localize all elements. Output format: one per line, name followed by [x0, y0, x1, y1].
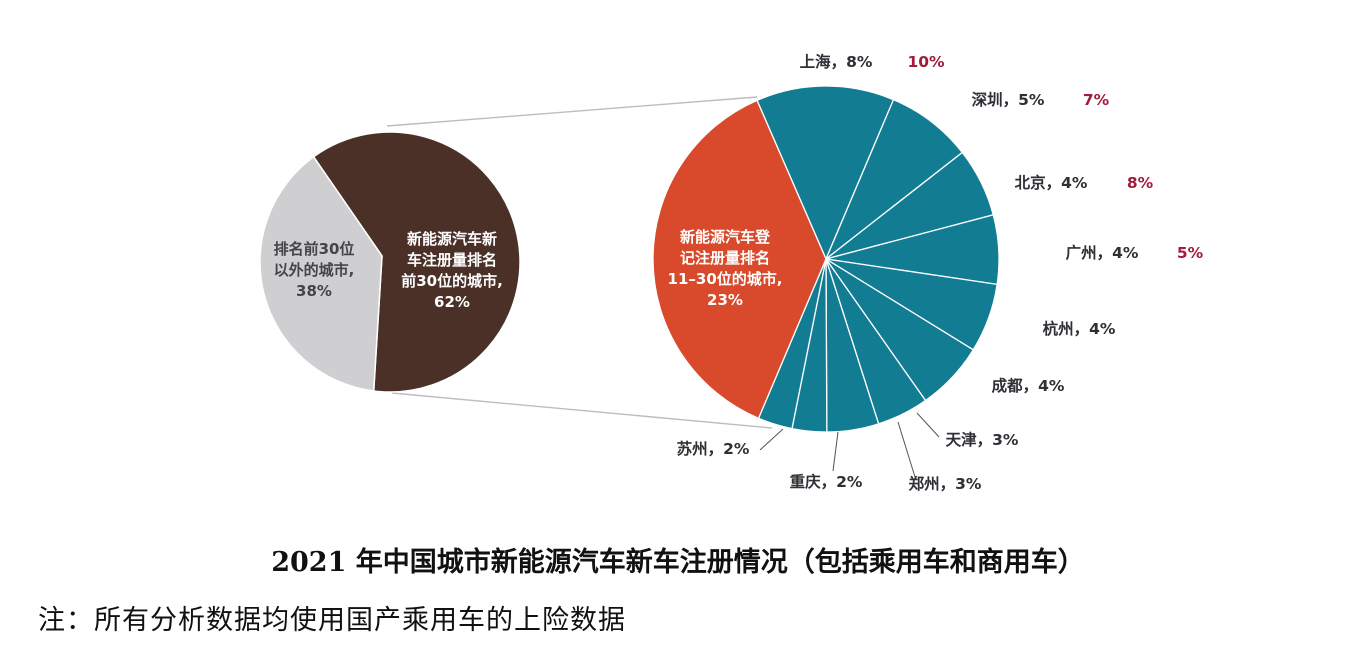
city-label: 郑州，3% [909, 474, 982, 493]
leader-line [916, 412, 940, 438]
connector-line [386, 96, 758, 127]
connector-line [391, 392, 773, 429]
leader-line [759, 428, 784, 451]
pie-slice [756, 85, 895, 261]
leader-line [832, 431, 839, 472]
slice-label-top30: 新能源汽车新车注册量排名前30位的城市, 62% [401, 230, 503, 311]
figure-note: 注：所有分析数据均使用国产乘用车的上险数据 [38, 605, 626, 636]
city-label: 深圳，5% [972, 91, 1045, 109]
city-label: 杭州，4% [1043, 319, 1116, 338]
alt-value-label: 10% [907, 53, 945, 71]
city-label: 北京，4% [1015, 173, 1088, 192]
pie-slice [652, 99, 827, 420]
pie-slice-top30-cities [312, 131, 521, 393]
pie-slice-other-cities [259, 155, 383, 392]
figure-caption: 2021 年中国城市新能源汽车新车注册情况（包括乘用车和商用车） [271, 547, 1085, 578]
city-label: 上海，8% [800, 52, 873, 71]
city-label: 苏州，2% [677, 439, 750, 458]
slice-label-other: 排名前30位以外的城市, 38% [274, 240, 355, 300]
city-label: 广州，4% [1066, 243, 1139, 262]
alt-value-label: 7% [1083, 91, 1110, 109]
alt-value-label: 8% [1127, 174, 1154, 192]
leader-line [897, 421, 916, 478]
city-label: 重庆，2% [790, 472, 863, 491]
slice-label-rank11-30: 新能源汽车登记注册量排名 11–30位的城市, 23% [668, 228, 783, 309]
chart-area: 新能源汽车新车注册量排名前30位的城市, 62% 排名前30位以外的城市, 38% 新… [259, 52, 1204, 493]
city-label: 天津，3% [946, 431, 1019, 449]
alt-value-label: 5% [1177, 244, 1204, 262]
city-label: 成都，4% [992, 376, 1065, 395]
